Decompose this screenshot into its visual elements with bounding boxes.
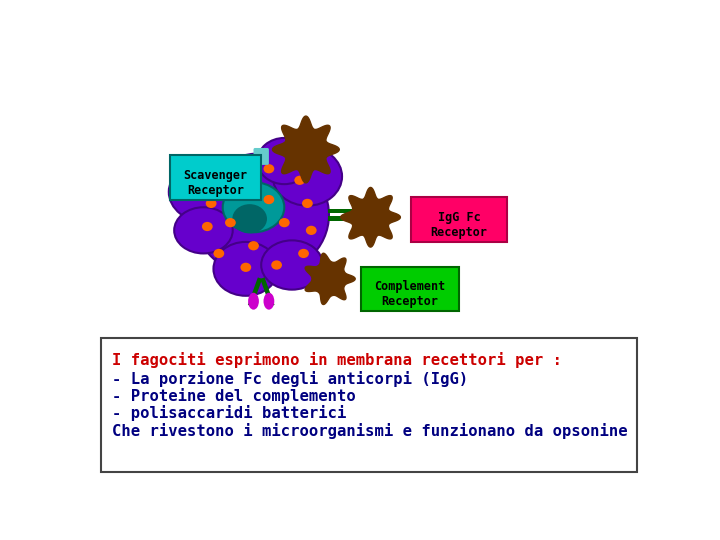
Ellipse shape [233, 204, 267, 233]
Text: Scavenger
Receptor: Scavenger Receptor [184, 168, 248, 197]
Ellipse shape [210, 179, 220, 189]
Ellipse shape [271, 260, 282, 269]
FancyBboxPatch shape [361, 267, 459, 311]
Bar [328, 217, 366, 221]
Ellipse shape [202, 222, 212, 231]
Polygon shape [305, 253, 355, 305]
Ellipse shape [174, 207, 233, 253]
FancyBboxPatch shape [171, 155, 261, 200]
Text: I fagociti esprimono in membrana recettori per :: I fagociti esprimono in membrana recetto… [112, 352, 562, 368]
Ellipse shape [264, 195, 274, 204]
Bar [328, 209, 366, 213]
Polygon shape [260, 278, 274, 307]
Text: - La porzione Fc degli anticorpi (IgG): - La porzione Fc degli anticorpi (IgG) [112, 371, 468, 387]
Ellipse shape [257, 138, 311, 184]
FancyBboxPatch shape [101, 338, 637, 472]
Ellipse shape [264, 164, 274, 173]
Ellipse shape [264, 293, 274, 309]
Ellipse shape [206, 199, 217, 208]
Ellipse shape [302, 199, 312, 208]
FancyBboxPatch shape [253, 148, 269, 165]
Ellipse shape [248, 293, 259, 309]
Ellipse shape [279, 218, 289, 227]
Ellipse shape [294, 176, 305, 185]
Ellipse shape [233, 168, 243, 177]
Text: Che rivestono i microorganismi e funzionano da opsonine: Che rivestono i microorganismi e funzion… [112, 423, 627, 440]
Ellipse shape [168, 161, 246, 222]
Ellipse shape [306, 226, 317, 235]
FancyBboxPatch shape [411, 197, 507, 242]
Polygon shape [248, 278, 262, 307]
Ellipse shape [213, 242, 278, 296]
Text: - polisaccaridi batterici: - polisaccaridi batterici [112, 405, 346, 421]
Text: - Proteine del complemento: - Proteine del complemento [112, 388, 356, 404]
Ellipse shape [298, 249, 309, 258]
Ellipse shape [240, 262, 251, 272]
Polygon shape [341, 187, 400, 247]
Ellipse shape [248, 241, 259, 251]
Ellipse shape [222, 182, 284, 232]
Ellipse shape [194, 153, 329, 276]
Text: IgG Fc
Receptor: IgG Fc Receptor [431, 211, 487, 239]
Polygon shape [272, 116, 339, 183]
Text: Complement
Receptor: Complement Receptor [374, 280, 446, 308]
Ellipse shape [213, 249, 224, 258]
Ellipse shape [261, 240, 323, 289]
Ellipse shape [225, 218, 235, 227]
Ellipse shape [273, 147, 342, 206]
